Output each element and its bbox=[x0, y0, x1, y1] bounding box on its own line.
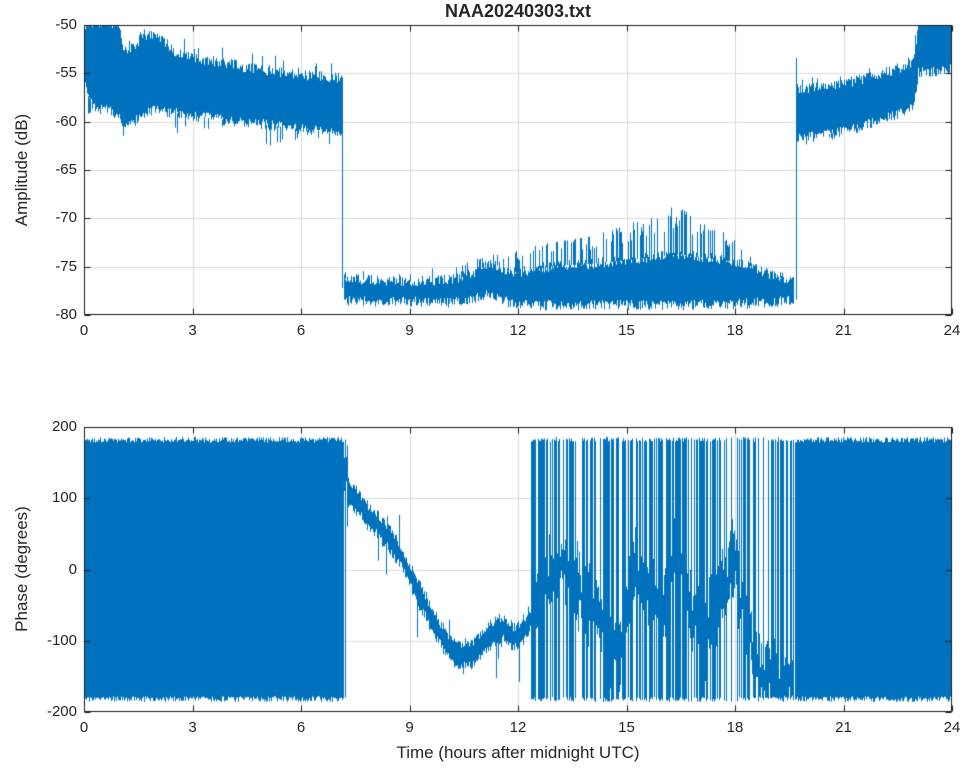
phase-x-tick-label: 12 bbox=[509, 719, 527, 736]
phase-x-tick-label: 24 bbox=[943, 719, 961, 736]
phase-x-tick-label: 0 bbox=[79, 719, 89, 736]
amplitude-x-tick-label: 9 bbox=[405, 322, 414, 339]
x-axis-label: Time (hours after midnight UTC) bbox=[396, 743, 640, 762]
phase-y-tick-label: -200 bbox=[46, 703, 77, 720]
amplitude-x-tick-label: 15 bbox=[618, 322, 635, 339]
phase-x-tick-label: 9 bbox=[405, 719, 414, 736]
phase-y-tick-label: 100 bbox=[51, 489, 77, 507]
amplitude-y-tick-label: -80 bbox=[55, 306, 77, 323]
figure-title: NAA20240303.txt bbox=[444, 1, 592, 21]
amplitude-y-tick-label: -50 bbox=[55, 16, 77, 33]
amplitude-y-tick-label: -60 bbox=[55, 112, 77, 130]
phase-x-tick-label: 21 bbox=[835, 719, 852, 736]
amplitude-x-tick-label: 24 bbox=[943, 322, 961, 339]
phase-x-tick-label: 15 bbox=[618, 719, 635, 736]
phase-y-tick-label: 200 bbox=[51, 418, 77, 435]
amplitude-x-tick-label: 3 bbox=[188, 322, 197, 339]
amplitude-x-tick-label: 18 bbox=[726, 322, 744, 339]
amplitude-x-tick-label: 0 bbox=[79, 322, 89, 339]
amplitude-x-tick-label: 21 bbox=[835, 322, 852, 339]
phase-x-tick-label: 18 bbox=[726, 719, 744, 736]
amplitude-y-tick-label: -70 bbox=[55, 209, 77, 227]
phase-y-tick-label: -100 bbox=[46, 631, 77, 649]
amplitude-x-tick-label: 6 bbox=[296, 322, 306, 339]
amplitude-y-tick-label: -75 bbox=[55, 257, 77, 275]
amplitude-y-tick-label: -65 bbox=[55, 161, 77, 178]
amplitude-x-tick-label: 12 bbox=[509, 322, 527, 339]
phase-y-tick-label: 0 bbox=[68, 560, 77, 578]
amplitude-y-tick-label: -55 bbox=[55, 64, 77, 82]
phase-x-tick-label: 6 bbox=[296, 719, 306, 736]
phase-x-tick-label: 3 bbox=[188, 719, 197, 736]
